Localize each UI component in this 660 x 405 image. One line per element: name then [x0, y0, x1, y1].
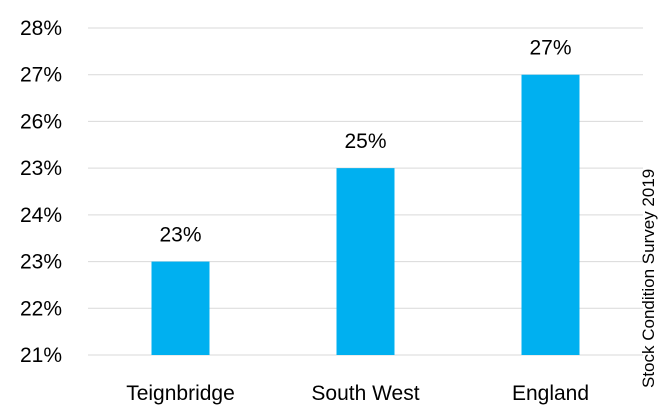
- x-category-label: South West: [311, 382, 419, 405]
- bar-england: [521, 74, 580, 355]
- y-tick-label: 27%: [20, 64, 62, 87]
- bar-south-west: [336, 168, 395, 355]
- bar-teignbridge: [151, 261, 210, 355]
- source-note: Stock Condition Survey 2019: [639, 169, 658, 388]
- x-category-label: England: [512, 382, 589, 405]
- data-label: 25%: [344, 130, 386, 153]
- y-tick-label: 23%: [20, 157, 62, 180]
- y-axis-tick-labels: 21% 22% 23% 24% 23% 26% 27% 28%: [20, 17, 62, 367]
- data-label: 27%: [529, 37, 571, 60]
- y-tick-label: 24%: [20, 204, 62, 227]
- y-tick-label: 23%: [20, 251, 62, 274]
- bars: [151, 74, 580, 355]
- data-label: 23%: [159, 224, 201, 247]
- y-tick-label: 26%: [20, 110, 62, 133]
- x-axis-category-labels: Teignbridge South West England: [126, 382, 589, 405]
- data-labels: 23% 25% 27%: [159, 37, 571, 247]
- y-tick-label: 28%: [20, 17, 62, 40]
- x-category-label: Teignbridge: [126, 382, 235, 405]
- y-tick-label: 22%: [20, 297, 62, 320]
- y-tick-label: 21%: [20, 344, 62, 367]
